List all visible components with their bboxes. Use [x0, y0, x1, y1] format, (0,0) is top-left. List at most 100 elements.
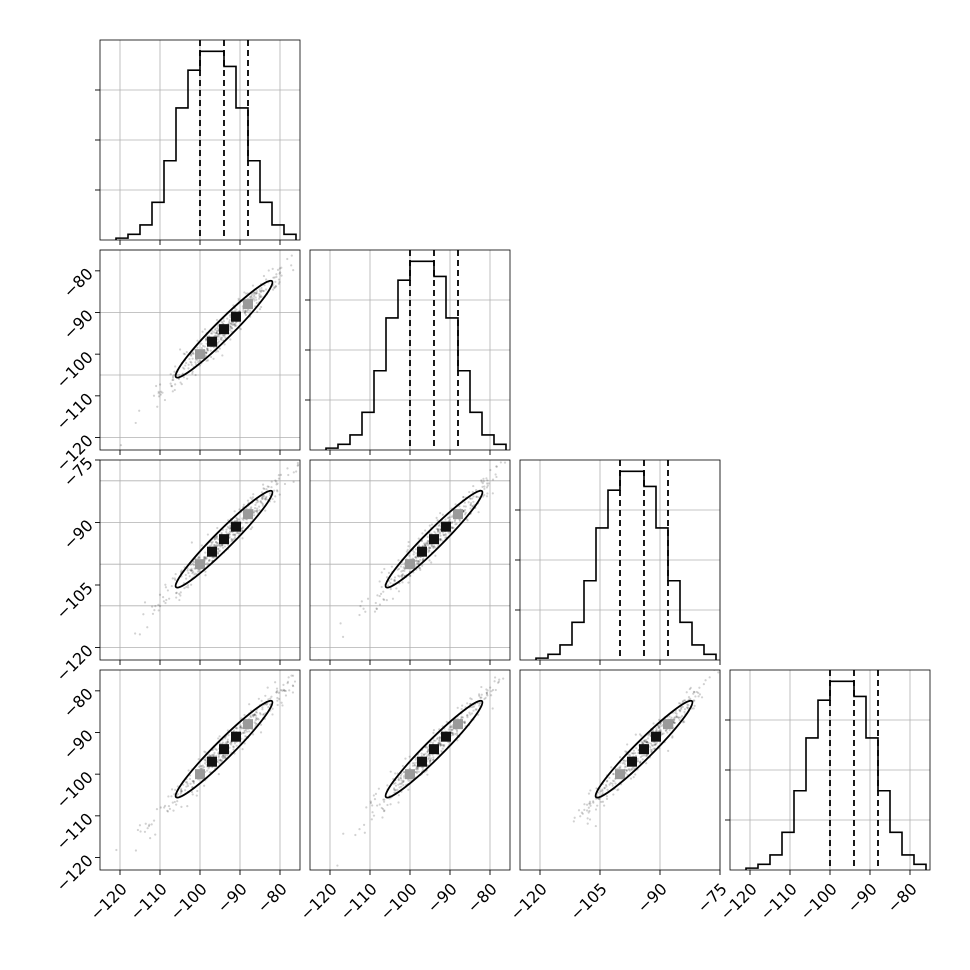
scatter-point: [603, 786, 606, 789]
contour-line: [384, 699, 484, 799]
scatter-point: [277, 474, 280, 477]
scatter-point: [249, 716, 253, 719]
scatter-point: [167, 795, 170, 798]
scatter-point: [233, 323, 236, 326]
scatter-point: [577, 809, 581, 812]
scatter-point: [413, 551, 416, 554]
scatter-point: [455, 732, 459, 735]
scatter-point: [373, 610, 377, 613]
scatter-point: [246, 499, 250, 502]
scatter-point: [692, 707, 695, 710]
scatter-point: [243, 731, 246, 734]
scatter-point: [684, 699, 687, 702]
scatter-point: [208, 544, 211, 548]
scatter-point: [265, 278, 268, 281]
scatter-point: [190, 541, 193, 544]
scatter-point: [221, 544, 224, 547]
scatter-point: [153, 609, 156, 612]
scatter-point: [654, 743, 657, 746]
scatter-point: [393, 579, 396, 582]
scatter-point: [250, 498, 254, 501]
scatter-point: [254, 292, 257, 295]
scatter-point: [226, 729, 229, 732]
scatter-point: [191, 357, 194, 360]
scatter-point: [230, 538, 234, 541]
scatter-point: [291, 674, 295, 677]
scatter-point: [695, 690, 698, 694]
scatter-point: [262, 713, 266, 716]
scatter-point: [163, 804, 167, 807]
scatter-point: [491, 478, 495, 481]
scatter-point: [397, 779, 400, 782]
scatter-point: [188, 568, 192, 571]
scatter-point: [230, 741, 233, 744]
scatter-point: [146, 626, 149, 629]
scatter-point: [363, 831, 366, 834]
scatter-point: [258, 308, 262, 311]
scatter-point: [228, 532, 231, 536]
scatter-point: [191, 351, 194, 354]
scatter-point: [194, 572, 197, 575]
scatter-point: [283, 482, 287, 486]
scatter-point: [441, 513, 444, 516]
scatter-point: [421, 564, 424, 567]
scatter-point: [157, 395, 161, 398]
scatter-point: [486, 484, 489, 487]
scatter-point: [215, 754, 218, 757]
scatter-point: [180, 805, 183, 808]
scatter-point: [645, 762, 648, 765]
scatter-point: [588, 802, 591, 805]
scatter-point: [225, 528, 228, 531]
scatter-point: [651, 744, 654, 747]
scatter-point: [516, 449, 518, 451]
scatter-point: [184, 364, 187, 367]
scatter-point: [258, 292, 261, 295]
scatter-point: [503, 461, 507, 464]
scatter-point: [256, 500, 260, 503]
scatter-point: [206, 769, 209, 772]
scatter-point: [179, 591, 182, 594]
scatter-point: [244, 310, 248, 313]
scatter-point: [246, 308, 250, 311]
scatter-point: [400, 772, 403, 775]
scatter-point: [217, 758, 220, 762]
scatter-point: [243, 742, 246, 745]
scatter-point: [485, 691, 488, 694]
scatter-point: [260, 286, 263, 290]
scatter-point: [675, 712, 678, 715]
scatter-point: [232, 745, 235, 749]
scatter-point: [215, 534, 219, 538]
scatter-point: [196, 570, 200, 573]
scatter-point: [668, 729, 671, 732]
scatter-point: [385, 599, 388, 602]
scatter-point: [254, 503, 257, 506]
scatter-point: [686, 706, 689, 709]
scatter-point: [232, 748, 235, 751]
scatter-point: [277, 477, 281, 480]
scatter-point: [399, 774, 403, 777]
scatter-point: [400, 570, 403, 573]
scatter-point: [186, 784, 190, 787]
scatter-point: [407, 540, 410, 544]
scatter-point: [454, 732, 457, 736]
scatter-point: [235, 324, 238, 327]
scatter-point: [417, 560, 420, 563]
scatter-point: [655, 728, 658, 732]
scatter-point: [204, 557, 207, 560]
scatter-point: [498, 678, 501, 681]
scatter-point: [595, 787, 598, 790]
scatter-point: [238, 532, 241, 535]
scatter-point: [205, 338, 208, 341]
scatter-point: [260, 491, 264, 494]
scatter-point: [429, 757, 432, 760]
scatter-point: [198, 556, 201, 560]
scatter-point: [468, 497, 472, 500]
scatter-point: [479, 701, 482, 704]
scatter-point: [659, 729, 662, 732]
density-cell: [639, 744, 649, 755]
scatter-point: [260, 289, 264, 292]
scatter-point: [387, 571, 391, 574]
scatter-point: [653, 743, 657, 746]
scatter-point: [204, 759, 207, 762]
scatter-point: [136, 828, 140, 832]
